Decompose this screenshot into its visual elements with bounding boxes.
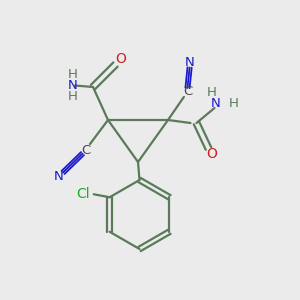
Text: O: O bbox=[116, 52, 126, 66]
Text: N: N bbox=[68, 79, 77, 92]
Text: H: H bbox=[229, 97, 238, 110]
Text: H: H bbox=[207, 86, 216, 100]
Text: C: C bbox=[183, 85, 192, 98]
Text: H: H bbox=[68, 90, 77, 103]
Text: N: N bbox=[54, 170, 63, 184]
Text: Cl: Cl bbox=[76, 187, 89, 201]
Text: H: H bbox=[68, 68, 77, 81]
Text: N: N bbox=[211, 97, 221, 110]
Text: C: C bbox=[81, 143, 90, 157]
Text: N: N bbox=[185, 56, 194, 69]
Text: O: O bbox=[206, 148, 217, 161]
